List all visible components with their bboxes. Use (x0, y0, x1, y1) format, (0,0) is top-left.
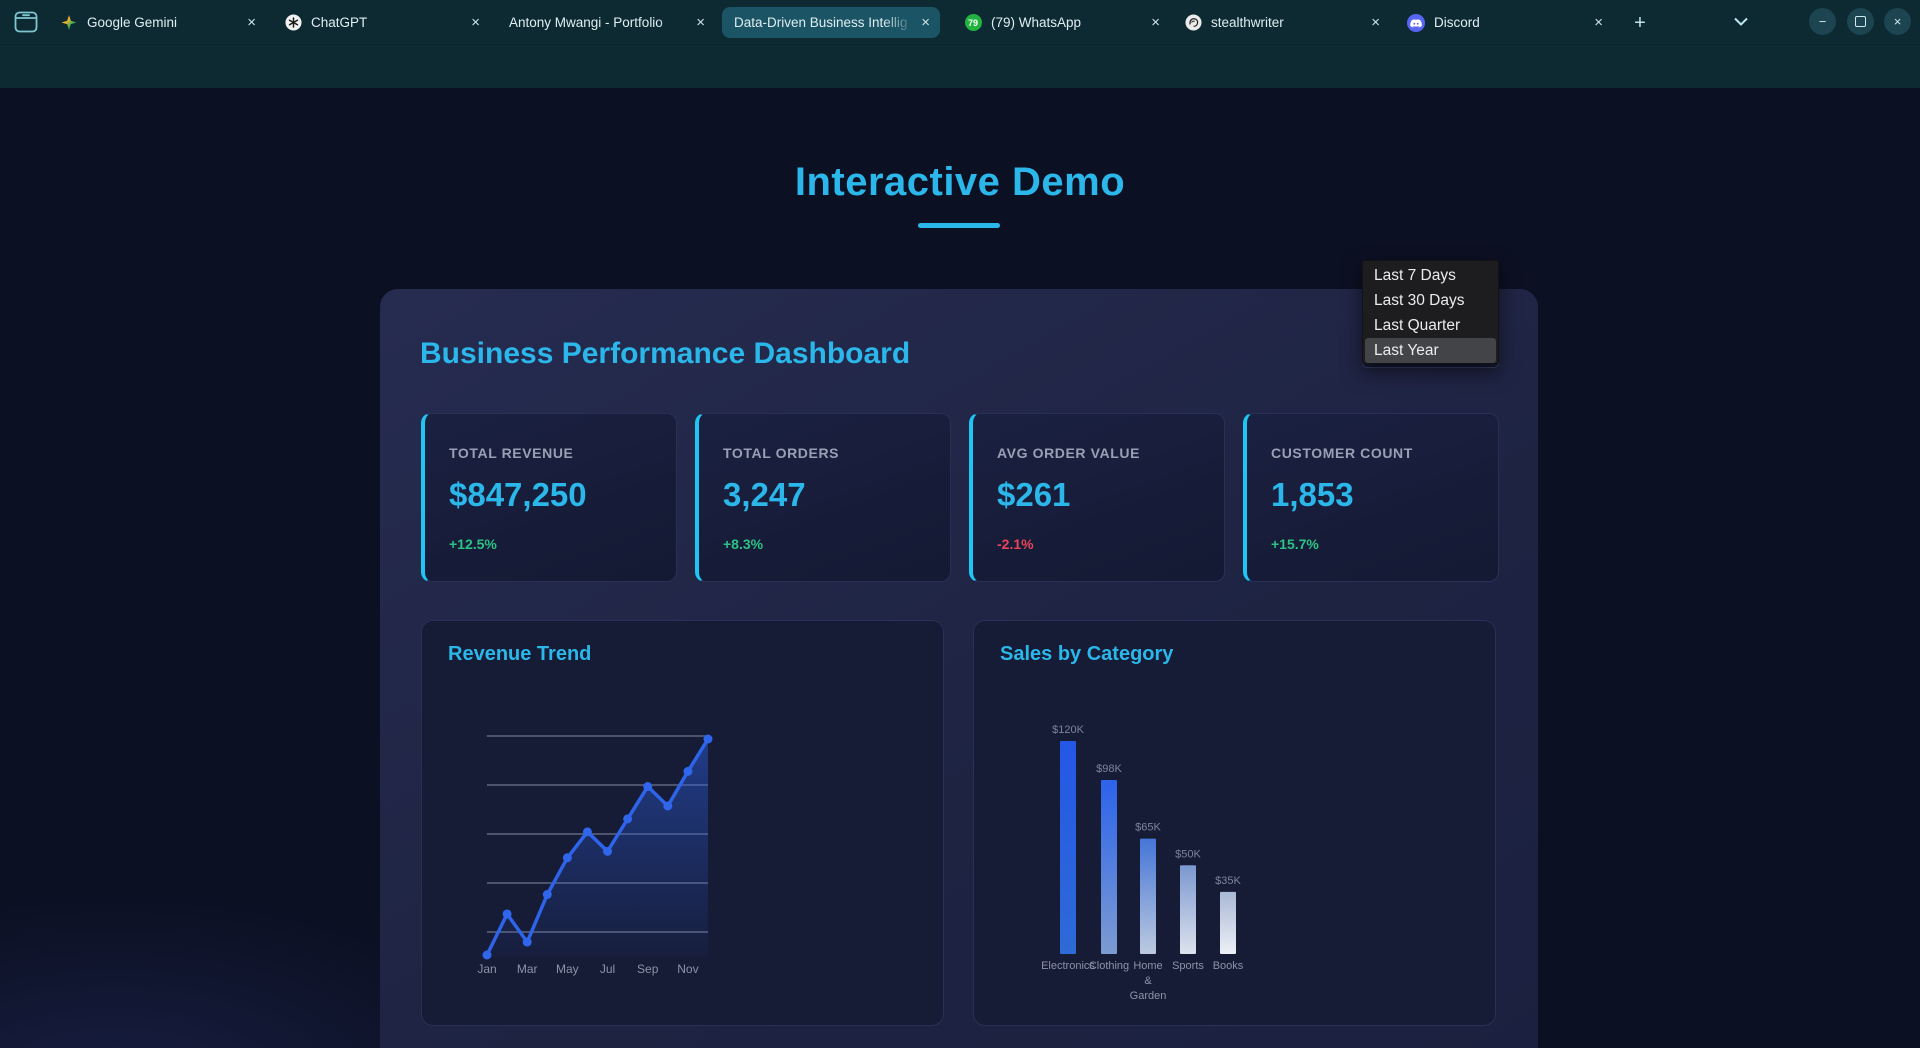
kpi-card-total-revenue: TOTAL REVENUE $847,250 +12.5% (421, 413, 677, 582)
dashboard-card: Business Performance Dashboard Last 7 Da… (380, 289, 1538, 1048)
dropdown-option-highlighted[interactable]: Last Year (1365, 338, 1496, 363)
tab-title: Data-Driven Business Intellig (734, 15, 915, 30)
svg-text:$35K: $35K (1215, 875, 1241, 887)
dropdown-option[interactable]: Last Quarter (1363, 313, 1498, 338)
kpi-change: -2.1% (997, 536, 1034, 552)
svg-text:$98K: $98K (1096, 763, 1122, 775)
sales-by-category-card: Sales by Category $120KElectronics$98KCl… (973, 620, 1496, 1026)
period-dropdown-popup: Last 7 Days Last 30 Days Last Quarter La… (1362, 260, 1499, 364)
dropdown-option[interactable]: Last 30 Days (1363, 288, 1498, 313)
kpi-label: CUSTOMER COUNT (1271, 445, 1413, 461)
svg-text:Books: Books (1213, 960, 1244, 972)
stealthwriter-icon (1184, 14, 1202, 32)
tab-discord[interactable]: Discord × (1395, 7, 1613, 38)
svg-text:Jul: Jul (600, 962, 615, 976)
kpi-label: TOTAL REVENUE (449, 445, 573, 461)
webpage-viewport: Interactive Demo Business Performance Da… (0, 88, 1920, 1048)
tab-title: ChatGPT (311, 15, 465, 30)
window-close-icon: × (1894, 14, 1902, 29)
dropdown-option[interactable]: Last 7 Days (1363, 263, 1498, 288)
tab-title: stealthwriter (1211, 15, 1365, 30)
kpi-value: 1,853 (1271, 476, 1354, 514)
chatgpt-icon (284, 14, 302, 32)
tab-title: Google Gemini (87, 15, 241, 30)
minimize-button[interactable]: − (1809, 8, 1836, 35)
window-close-button[interactable]: × (1884, 8, 1911, 35)
kpi-value: 3,247 (723, 476, 806, 514)
svg-text:$120K: $120K (1052, 724, 1084, 736)
svg-text:May: May (556, 962, 579, 976)
revenue-trend-chart: Jan Mar May Jul Sep Nov (422, 621, 945, 1027)
charts-row: Revenue Trend JanMarMayJulSepNov Sales b… (421, 620, 1496, 1026)
kpi-change: +8.3% (723, 536, 763, 552)
tab-close-button[interactable]: × (471, 15, 480, 30)
kpi-value: $847,250 (449, 476, 587, 514)
page-title: Interactive Demo (0, 160, 1920, 205)
firefox-view-button[interactable] (14, 11, 38, 33)
tab-stealthwriter[interactable]: stealthwriter × (1172, 7, 1390, 38)
whatsapp-unread-badge-icon: 79 (964, 14, 982, 32)
gemini-icon (60, 14, 78, 32)
tab-data-driven-active[interactable]: Data-Driven Business Intellig × (722, 7, 940, 38)
tab-close-button[interactable]: × (696, 15, 705, 30)
minimize-icon: − (1819, 14, 1827, 29)
kpi-change: +12.5% (449, 536, 497, 552)
tab-bar: Google Gemini × ChatGPT × Antony Mwangi … (0, 0, 1920, 44)
maximize-icon (1855, 16, 1866, 27)
tab-google-gemini[interactable]: Google Gemini × (48, 7, 266, 38)
kpi-change: +15.7% (1271, 536, 1319, 552)
tab-title: (79) WhatsApp (991, 15, 1145, 30)
tab-title: Antony Mwangi - Portfolio (509, 15, 690, 30)
svg-text:Clothing: Clothing (1089, 960, 1129, 972)
svg-text:Nov: Nov (677, 962, 698, 976)
tab-title: Discord (1434, 15, 1588, 30)
kpi-card-customer-count: CUSTOMER COUNT 1,853 +15.7% (1243, 413, 1499, 582)
tab-close-button[interactable]: × (1594, 15, 1603, 30)
new-tab-button[interactable]: + (1626, 9, 1654, 37)
kpi-card-total-orders: TOTAL ORDERS 3,247 +8.3% (695, 413, 951, 582)
tab-portfolio[interactable]: Antony Mwangi - Portfolio × (497, 7, 715, 38)
svg-text:Home&Garden: Home&Garden (1130, 960, 1167, 1002)
svg-text:Electronics: Electronics (1041, 960, 1095, 972)
discord-icon (1407, 14, 1425, 32)
title-underline (918, 223, 1000, 228)
kpi-card-avg-order-value: AVG ORDER VALUE $261 -2.1% (969, 413, 1225, 582)
kpi-value: $261 (997, 476, 1070, 514)
list-all-tabs-button[interactable] (1734, 13, 1748, 31)
svg-text:$50K: $50K (1175, 848, 1201, 860)
kpi-label: AVG ORDER VALUE (997, 445, 1140, 461)
kpi-row: TOTAL REVENUE $847,250 +12.5% TOTAL ORDE… (421, 413, 1499, 582)
tab-close-button[interactable]: × (247, 15, 256, 30)
dashboard-heading: Business Performance Dashboard (420, 337, 910, 371)
svg-text:$65K: $65K (1135, 822, 1161, 834)
svg-text:Mar: Mar (517, 962, 538, 976)
browser-window: Google Gemini × ChatGPT × Antony Mwangi … (0, 0, 1920, 1048)
svg-text:Jan: Jan (477, 962, 496, 976)
revenue-trend-card: Revenue Trend JanMarMayJulSepNov (421, 620, 944, 1026)
sales-by-category-chart: $120K Electronics $98K Clothing $65K Home&Gar… (974, 621, 1497, 1027)
tab-chatgpt[interactable]: ChatGPT × (272, 7, 490, 38)
svg-text:Sep: Sep (637, 962, 659, 976)
tab-close-button[interactable]: × (921, 15, 930, 30)
tab-whatsapp[interactable]: 79 (79) WhatsApp × (952, 7, 1170, 38)
tab-close-button[interactable]: × (1151, 15, 1160, 30)
svg-text:Sports: Sports (1172, 960, 1204, 972)
maximize-button[interactable] (1847, 8, 1874, 35)
chevron-down-icon (1734, 17, 1748, 26)
firefox-view-icon (14, 11, 38, 33)
kpi-label: TOTAL ORDERS (723, 445, 839, 461)
navigation-toolbar: ← → antonymwangidev-hub.github.io/Data_d… (0, 44, 1920, 88)
tab-close-button[interactable]: × (1371, 15, 1380, 30)
